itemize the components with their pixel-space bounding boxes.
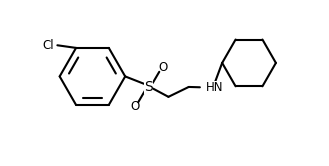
- Text: HN: HN: [206, 81, 223, 94]
- Text: O: O: [130, 100, 139, 113]
- Text: S: S: [144, 80, 153, 94]
- Text: O: O: [158, 61, 167, 74]
- Text: Cl: Cl: [42, 39, 54, 52]
